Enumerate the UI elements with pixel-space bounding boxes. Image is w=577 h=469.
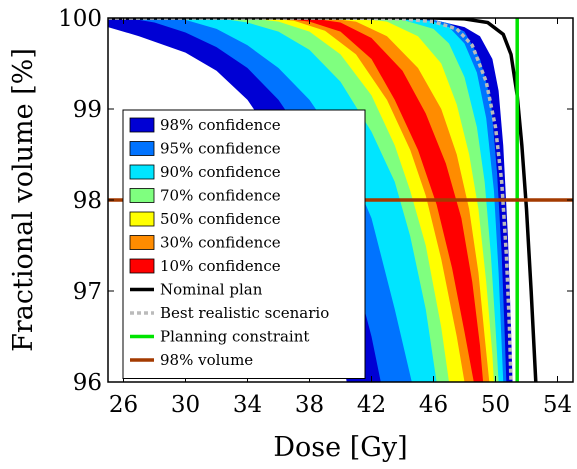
legend: 98% confidence 95% confidence 90% confiden… (122, 109, 366, 379)
legend-label: 10% confidence (160, 257, 281, 275)
series-nominal-plan (108, 18, 538, 382)
y-axis-title: Fractional volume [%] (8, 48, 39, 352)
legend-entry-90-confidence: 90% confidence (129, 163, 281, 181)
legend-label: 95% confidence (160, 140, 281, 158)
legend-entry-50-confidence: 50% confidence (129, 210, 281, 228)
x-tick-label: 30 (171, 392, 200, 418)
y-tick-label: 96 (73, 370, 102, 396)
legend-entry-98-volume: 98% volume (130, 351, 253, 369)
y-axis-ticks: 96 97 98 99 100 (58, 6, 573, 396)
legend-swatch (129, 117, 155, 133)
y-tick-label: 100 (58, 6, 102, 32)
x-tick-label: 42 (357, 392, 386, 418)
x-tick-label: 26 (109, 392, 138, 418)
legend-swatch (129, 188, 155, 203)
legend-entry-best-realistic-scenario: Best realistic scenario (130, 304, 329, 322)
x-axis-title: Dose [Gy] (273, 432, 407, 463)
legend-label: 98% confidence (160, 116, 281, 134)
legend-label: 30% confidence (160, 234, 281, 252)
legend-swatch (129, 258, 155, 274)
x-tick-label: 46 (419, 392, 448, 418)
legend-label: 98% volume (160, 351, 253, 369)
legend-swatch (129, 164, 155, 180)
legend-label: Nominal plan (160, 281, 263, 299)
band-30-confidence (108, 18, 490, 382)
legend-swatch (129, 211, 155, 227)
legend-label: 90% confidence (160, 163, 281, 181)
legend-swatch (129, 141, 155, 156)
legend-label: Best realistic scenario (160, 304, 329, 322)
series-best-realistic-scenario (108, 18, 513, 382)
legend-label: Planning constraint (160, 328, 309, 346)
legend-entry-30-confidence: 30% confidence (129, 234, 281, 252)
legend-entry-planning-constraint: Planning constraint (130, 328, 309, 346)
legend-box (122, 109, 366, 379)
legend-entry-10-confidence: 10% confidence (129, 257, 281, 275)
legend-entry-95-confidence: 95% confidence (129, 140, 281, 158)
legend-entry-98-confidence: 98% confidence (129, 116, 281, 134)
legend-entry-nominal-plan: Nominal plan (130, 281, 263, 299)
x-tick-label: 38 (295, 392, 324, 418)
legend-label: 50% confidence (160, 210, 281, 228)
x-tick-label: 50 (481, 392, 510, 418)
legend-swatch (129, 235, 155, 250)
legend-entry-70-confidence: 70% confidence (129, 187, 281, 205)
x-axis-ticks: 26 30 34 38 42 46 50 54 (109, 18, 572, 418)
y-tick-label: 99 (73, 97, 102, 123)
y-tick-label: 97 (73, 279, 102, 305)
legend-label: 70% confidence (160, 187, 281, 205)
x-tick-label: 54 (543, 392, 572, 418)
x-tick-label: 34 (233, 392, 262, 418)
y-tick-label: 98 (73, 188, 102, 214)
